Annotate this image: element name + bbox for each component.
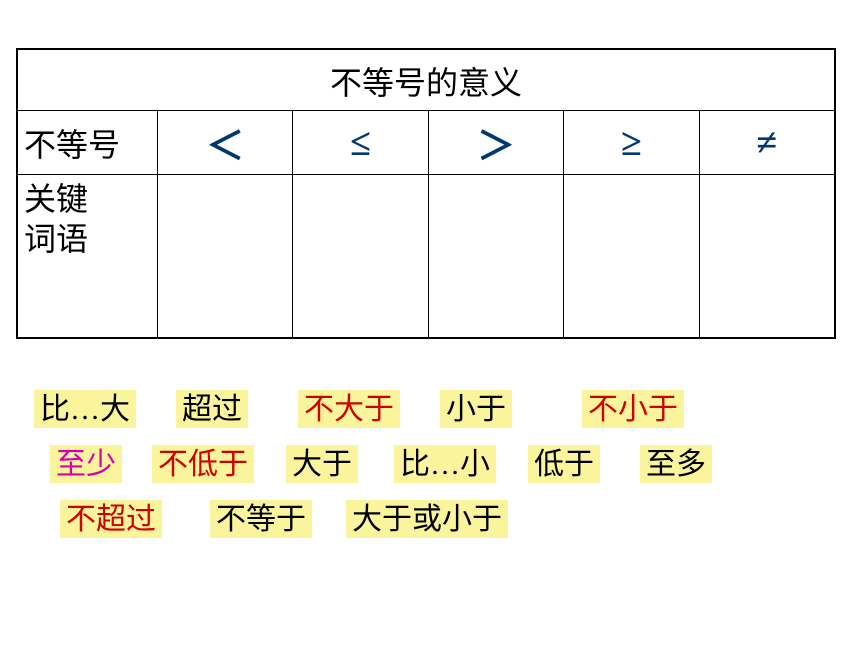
keywords-cell-ge [564,175,699,337]
keyword-tag[interactable]: 不等于 [210,500,312,538]
symbol-ge: ≥ [564,111,699,174]
keyword-tag[interactable]: 不低于 [152,445,254,483]
keywords-cell-gt [429,175,564,337]
symbol-gt: ＞ [429,111,564,174]
keywords-cell-lt [158,175,293,337]
keywords-cell-le [293,175,428,337]
tag-row-3: 不超过 不等于大于或小于 [0,500,860,555]
tag-row-2: 至少不低于大于比…小低于 至多 [0,445,860,500]
symbols-row: 不等号 ＜ ≤ ＞ ≥ ≠ [18,111,834,175]
keyword-tag[interactable]: 不大于 [298,390,400,428]
keyword-tag[interactable]: 比…大 [34,390,136,428]
row-label-keywords-line1: 关键 [24,179,157,219]
keyword-tag[interactable]: 小于 [440,390,512,428]
keyword-tag[interactable]: 大于或小于 [346,500,508,538]
keyword-tag[interactable]: 至少 [50,445,122,483]
keywords-row: 关键 词语 [18,175,834,337]
keyword-tag[interactable]: 不超过 [60,500,162,538]
row-label-keywords: 关键 词语 [18,175,158,337]
keyword-tags: 比…大 超过 不大于 小于 不小于 至少不低于大于比…小低于 至多 不超过 不等于大于或小于 [0,390,860,555]
symbol-le: ≤ [293,111,428,174]
table-title: 不等号的意义 [18,50,834,111]
keyword-tag[interactable]: 超过 [176,390,248,428]
keyword-tag[interactable]: 低于 [528,445,600,483]
row-label-keywords-line2: 词语 [24,219,157,259]
symbol-lt: ＜ [158,111,293,174]
keyword-tag[interactable]: 比…小 [394,445,496,483]
inequality-table: 不等号的意义 不等号 ＜ ≤ ＞ ≥ ≠ 关键 词语 [16,48,836,339]
tag-row-1: 比…大 超过 不大于 小于 不小于 [0,390,860,445]
symbol-ne: ≠ [700,111,834,174]
keyword-tag[interactable]: 不小于 [582,390,684,428]
keyword-tag[interactable]: 大于 [286,445,358,483]
keywords-cell-ne [700,175,834,337]
keyword-tag[interactable]: 至多 [640,445,712,483]
row-label-symbols: 不等号 [18,111,158,174]
